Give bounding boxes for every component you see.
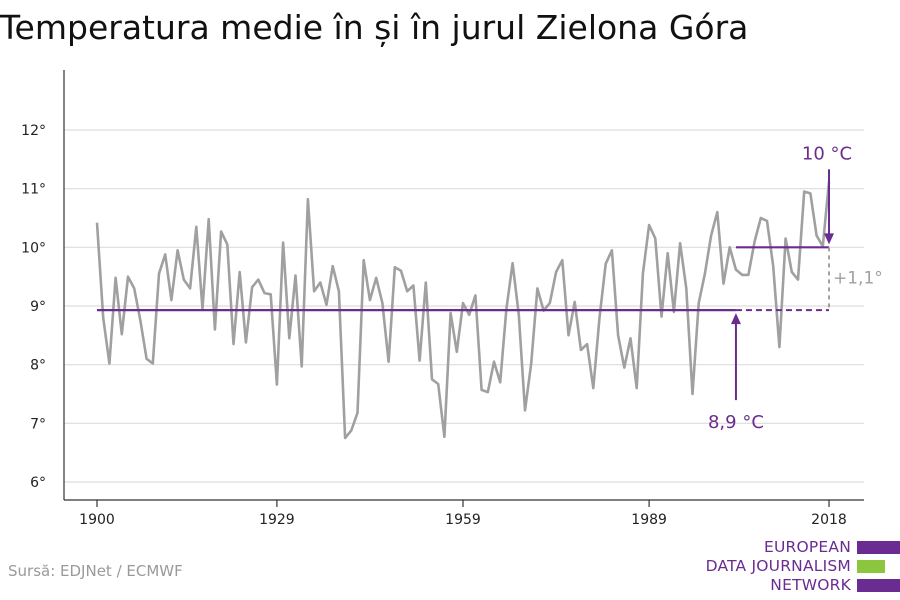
chart-title: Temperatura medie în și în jurul Zielona… bbox=[0, 8, 749, 47]
edjnet-logo: EUROPEAN DATA JOURNALISM NETWORK bbox=[700, 538, 900, 598]
logo-bar-3 bbox=[857, 579, 900, 592]
temperature-series-line bbox=[95, 181, 831, 440]
x-tick-label: 2018 bbox=[811, 512, 847, 528]
x-tick-label: 1989 bbox=[631, 512, 667, 528]
y-tick-label: 7° bbox=[30, 416, 46, 432]
y-tick-label: 11° bbox=[21, 182, 46, 198]
y-tick-label: 6° bbox=[30, 475, 46, 491]
y-tick-label: 9° bbox=[30, 299, 46, 315]
source-note: Sursă: EDJNet / ECMWF bbox=[8, 562, 183, 580]
logo-bar-1 bbox=[857, 541, 900, 554]
logo-line-1: EUROPEAN bbox=[763, 538, 851, 556]
x-tick-label: 1929 bbox=[259, 512, 295, 528]
baseline-annotation: 8,9 °C bbox=[708, 412, 764, 433]
y-tick-label: 8° bbox=[30, 358, 46, 374]
logo-line-3: NETWORK bbox=[770, 576, 851, 594]
logo-line-2: DATA JOURNALISM bbox=[705, 557, 851, 575]
baseline-arrow-head bbox=[730, 313, 741, 325]
y-tick-label: 10° bbox=[21, 240, 46, 256]
y-tick-label: 12° bbox=[21, 123, 46, 139]
recent-annotation: 10 °C bbox=[802, 143, 852, 164]
logo-text: EUROPEAN DATA JOURNALISM NETWORK bbox=[706, 538, 851, 595]
logo-bar-2 bbox=[857, 560, 885, 573]
x-tick-label: 1900 bbox=[79, 512, 115, 528]
difference-label: +1,1° bbox=[833, 269, 883, 289]
x-tick-label: 1959 bbox=[445, 512, 481, 528]
recent-arrow-head bbox=[824, 233, 834, 245]
